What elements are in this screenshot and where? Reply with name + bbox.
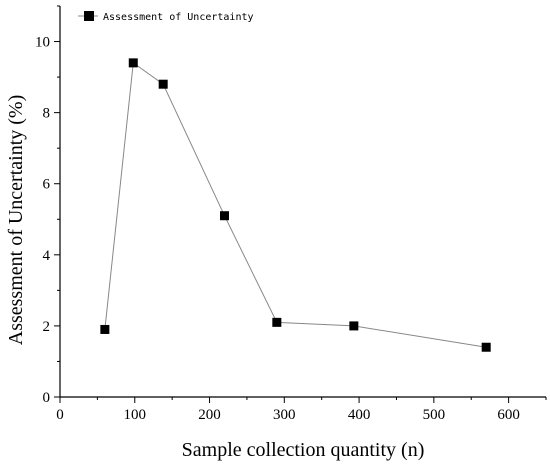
- x-tick-label: 300: [273, 407, 296, 423]
- x-tick-label: 0: [56, 407, 64, 423]
- legend-marker: [84, 11, 94, 21]
- data-point: [158, 79, 168, 89]
- data-point: [128, 58, 138, 68]
- legend-label: Assessment of Uncertainty: [103, 12, 254, 23]
- axes: 0 100 200 300 400 500 600 0 2 4 6 8 10: [35, 5, 547, 423]
- y-tick-label: 8: [43, 106, 51, 122]
- y-tick-label: 4: [43, 248, 51, 264]
- y-tick-label: 10: [35, 35, 50, 51]
- y-tick-label: 6: [43, 177, 51, 193]
- x-tick-label: 400: [348, 407, 371, 423]
- legend: Assessment of Uncertainty: [78, 11, 254, 23]
- data-point: [100, 324, 110, 334]
- x-axis-title: Sample collection quantity (n): [182, 439, 425, 461]
- y-axis-title: Assessment of Uncertainty (%): [5, 95, 27, 346]
- x-tick-label: 500: [423, 407, 446, 423]
- series-line: [104, 61, 487, 348]
- x-tick-label: 200: [198, 407, 221, 423]
- data-point: [219, 211, 229, 221]
- data-point: [349, 321, 359, 331]
- series-layer: [100, 58, 491, 352]
- data-point: [272, 317, 282, 327]
- y-tick-label: 0: [43, 390, 51, 406]
- y-tick-label: 2: [43, 319, 51, 335]
- data-point: [481, 342, 491, 352]
- x-tick-label: 100: [124, 407, 147, 423]
- x-tick-label: 600: [497, 407, 520, 423]
